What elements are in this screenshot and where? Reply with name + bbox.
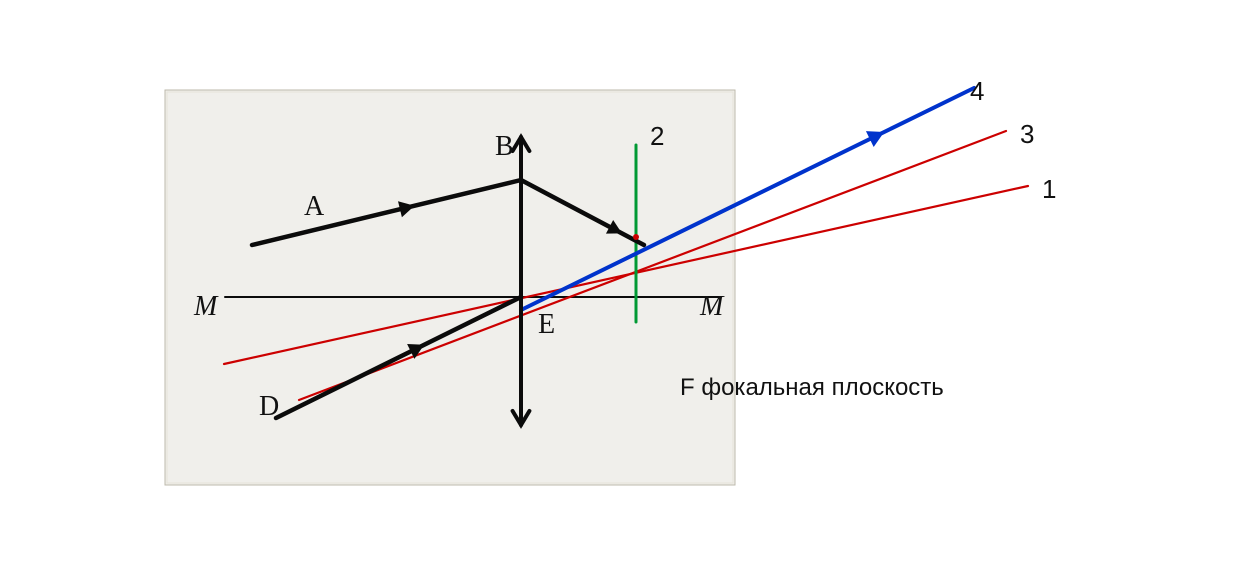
focal-point-marker xyxy=(633,234,639,240)
label-2: 2 xyxy=(650,121,664,151)
label-E: E xyxy=(538,309,555,340)
label-3: 3 xyxy=(1020,119,1034,149)
label-1: 1 xyxy=(1042,174,1056,204)
label-A: A xyxy=(304,191,325,222)
label-B: B xyxy=(495,131,514,162)
label-focal-plane-text: F фокальная плоскость xyxy=(680,374,944,401)
label-M-left: M xyxy=(193,291,219,322)
label-4: 4 xyxy=(970,76,984,106)
label-D: D xyxy=(259,391,279,422)
optics-diagram: A B D E M M 1 2 3 4 F фокальная плоскость xyxy=(0,0,1250,561)
label-M-right: M xyxy=(699,291,725,322)
